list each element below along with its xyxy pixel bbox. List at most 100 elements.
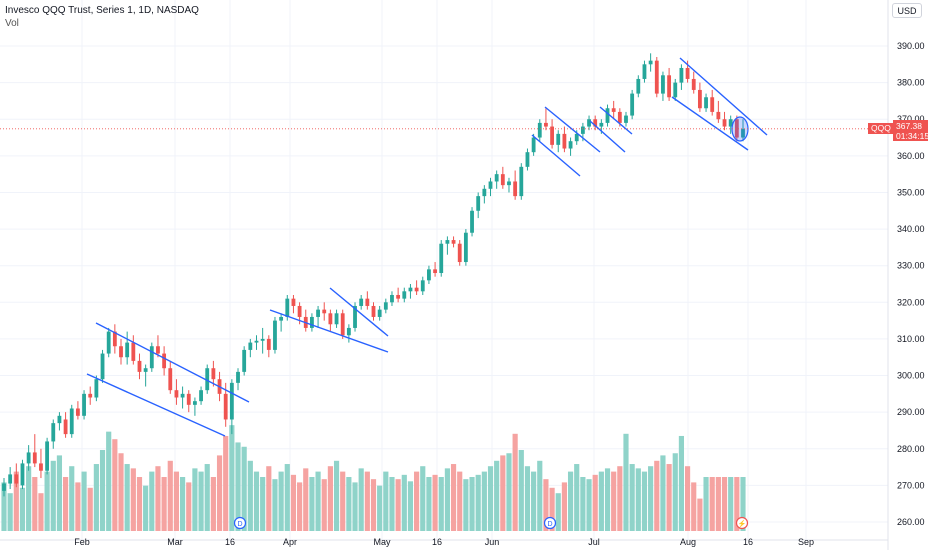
candle-body	[211, 368, 216, 380]
currency-button[interactable]: USD	[892, 3, 922, 18]
time-tick-label: Sep	[798, 537, 814, 547]
price-axis: 390.00 380.00 370.00 360.00 350.00 340.00 330.…	[897, 41, 925, 527]
event-markers: D D ⚡	[233, 516, 749, 530]
candle-body	[568, 141, 573, 149]
candle-body	[8, 474, 13, 484]
volume-bar	[457, 471, 463, 531]
volume-bar	[358, 468, 364, 531]
volume-bar	[364, 471, 370, 531]
candle-body	[457, 243, 462, 263]
volume-bar	[432, 474, 438, 531]
volume-bar	[241, 446, 247, 531]
candle-body	[156, 346, 160, 354]
candle-body	[285, 298, 290, 317]
chart-legend: Invesco QQQ Trust, Series 1, 1D, NASDAQ …	[5, 4, 199, 30]
candle-body	[131, 342, 136, 361]
candle-body	[39, 463, 43, 471]
volume-bar	[247, 460, 253, 531]
volume-bar	[561, 482, 567, 531]
volume-bar	[475, 474, 481, 531]
candle-body	[328, 313, 333, 325]
volume-bar	[715, 477, 721, 531]
candle-body	[316, 309, 320, 317]
candle-body	[229, 382, 234, 420]
candle-body	[470, 210, 474, 233]
time-tick-label: Feb	[74, 537, 90, 547]
volume-bar	[124, 464, 130, 531]
candle-body	[500, 174, 505, 186]
volume-bar	[512, 433, 518, 531]
candle-body	[63, 419, 68, 435]
volume-bar	[38, 493, 44, 531]
trendline	[599, 106, 633, 135]
candle-body	[100, 353, 105, 380]
volume-bar	[253, 471, 260, 531]
volume-bar	[81, 471, 87, 531]
volume-bar	[297, 482, 303, 531]
volume-bar	[235, 442, 241, 531]
candle-body	[654, 60, 659, 94]
candle-body	[51, 423, 56, 442]
symbol-price-tag: QQQ	[868, 123, 894, 134]
candle-body	[346, 327, 351, 336]
candle-body	[45, 441, 50, 471]
volume-bar	[93, 464, 99, 531]
trendline	[531, 134, 581, 177]
candle-body	[20, 463, 25, 486]
candle-body	[57, 415, 62, 424]
price-tick-label: 320.00	[897, 297, 925, 307]
price-tick-label: 310.00	[897, 334, 925, 344]
candle-body	[137, 360, 142, 372]
volume-bar	[315, 471, 321, 531]
volume-bars	[1, 425, 746, 531]
candle-body	[26, 452, 31, 464]
volume-bar	[216, 455, 223, 531]
candle-body	[88, 393, 93, 398]
volume-bar	[709, 477, 715, 531]
time-tick-label: Apr	[283, 537, 297, 547]
volume-bar	[272, 479, 278, 531]
candle-body	[630, 93, 635, 116]
candle-body	[396, 294, 401, 299]
candle-body	[544, 122, 548, 127]
candle-body	[377, 309, 382, 317]
volume-bar	[44, 471, 50, 531]
volume-label: Vol	[5, 18, 19, 29]
highlight-circle	[731, 116, 749, 142]
marker-label: D	[547, 521, 552, 528]
trendline	[269, 309, 389, 353]
volume-bar	[333, 460, 340, 531]
volume-bar	[401, 474, 407, 531]
volume-bar	[26, 466, 32, 531]
trendlines	[86, 57, 768, 437]
volume-bar	[13, 471, 19, 531]
candle-body	[445, 240, 450, 244]
volume-bar	[204, 464, 210, 531]
trendline	[95, 322, 250, 403]
candle-body	[519, 166, 524, 197]
volume-bar	[598, 471, 604, 531]
candle-body	[531, 137, 536, 153]
candle-body	[513, 181, 518, 197]
volume-bar	[377, 485, 383, 531]
volume-bar	[611, 471, 617, 531]
trendline	[544, 106, 601, 153]
candle-body	[556, 133, 561, 145]
volume-bar	[592, 474, 598, 531]
candle-body	[279, 316, 284, 321]
candle-body	[291, 298, 296, 306]
volume-bar	[524, 466, 531, 531]
candle-body	[679, 67, 684, 83]
volume-bar	[426, 477, 432, 531]
volume-bar	[106, 431, 112, 531]
candle-body	[420, 280, 425, 292]
candle-body	[143, 368, 148, 372]
last-price-tag: 367.38 01:34:15	[893, 120, 929, 141]
candle-body	[439, 243, 444, 274]
candle-body	[119, 346, 123, 358]
volume-bar	[180, 477, 186, 531]
volume-bar	[414, 471, 420, 531]
volume-bar	[370, 479, 377, 531]
time-tick-label: Jul	[588, 537, 600, 547]
